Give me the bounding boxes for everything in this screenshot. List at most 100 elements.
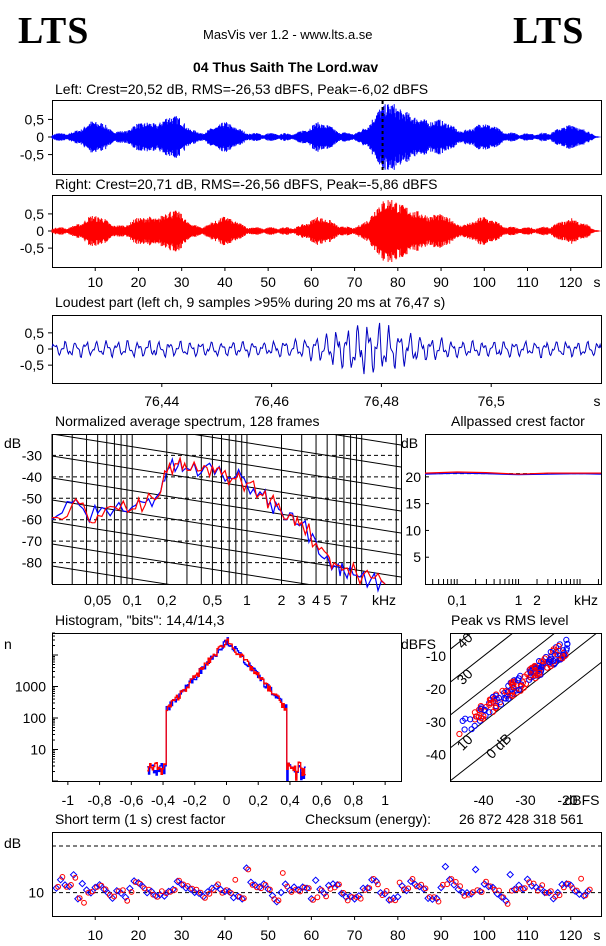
stc-left-point-90: [437, 883, 445, 892]
stc-left-point-116: [549, 894, 558, 903]
ylabel-crest: dB: [401, 435, 418, 451]
spec-series-1: [51, 455, 386, 586]
ytick-label-loudest-0: 0,5: [25, 325, 45, 341]
xtick-label-right-9: 100: [473, 274, 497, 290]
ytick-label-pvr-3: -40: [426, 747, 446, 763]
xtick-label-pvr-0: -40: [473, 792, 493, 808]
pvr-point-126: [462, 715, 469, 722]
xtick-label-spectrum-5: 2: [278, 592, 286, 608]
pvr-point-160: [461, 726, 468, 733]
stc-right-point-93: [452, 879, 459, 885]
spectrum-title: Normalized average spectrum, 128 frames: [55, 413, 320, 429]
plot-frame-crest: [425, 434, 602, 585]
xtick-label-spectrum-7: 4: [312, 592, 320, 608]
stc-left-point-89: [432, 894, 441, 903]
ytick-label-left-waveform-2: -0,5: [20, 147, 44, 163]
stc-right-point-94: [457, 883, 464, 890]
pvr-diagonal-label-0: 40: [453, 629, 475, 651]
pvr-point-103: [502, 688, 509, 695]
pvr-point-167: [559, 655, 566, 662]
pvr-point-168: [551, 651, 558, 658]
stc-right-point-36: [206, 890, 213, 897]
pvr-point-119: [532, 663, 539, 670]
stc-left-point-63: [320, 889, 329, 898]
stc-right-point-34: [197, 889, 204, 896]
xtick-label-spectrum-2: 0,2: [157, 592, 177, 608]
pvr-point-77: [507, 692, 514, 699]
stc-right-point-9: [89, 888, 96, 895]
xtick-label-right-6: 70: [347, 274, 363, 290]
stc-right-point-12: [102, 886, 109, 893]
stc-left-point-104: [497, 893, 506, 901]
stc-left-point-73: [363, 884, 372, 892]
stc-right-point-53: [279, 870, 286, 876]
xtick-label-stc-8: 90: [433, 927, 449, 943]
ytick-label-hist-2: 10: [30, 742, 46, 758]
xunit-spectrum: kHz: [372, 592, 396, 608]
stc-left-point-70: [350, 895, 359, 903]
pvr-point-177: [490, 698, 497, 705]
file-title: 04 Thus Saith The Lord.wav: [193, 59, 379, 75]
stc-right-point-96: [465, 891, 472, 898]
xtick-label-loudest-1: 76,46: [254, 393, 289, 409]
stc-left-point-59: [303, 884, 311, 893]
plot-frame-histogram: [52, 633, 402, 782]
spec-slope-12: [52, 565, 170, 584]
stc-right-point-92: [448, 876, 455, 882]
pvr-point-135: [544, 664, 551, 671]
stc-right-point-123: [582, 892, 589, 899]
pvr-point-172: [563, 645, 570, 652]
stc-right-point-45: [245, 866, 252, 873]
stc-right-point-68: [344, 897, 351, 904]
pvr-point-28: [471, 722, 478, 730]
xtick-label-right-0: 10: [87, 274, 103, 290]
pvr-point-140: [564, 640, 571, 647]
plot-frame-pvr: [450, 633, 602, 782]
stc-right-point-5: [72, 874, 79, 881]
pvr-point-178: [527, 669, 534, 676]
spec-slope-5: [188, 434, 401, 468]
stc-right-point-60: [310, 897, 317, 903]
pvr-point-153: [473, 713, 480, 720]
xtick-label-crest-1: 1: [515, 592, 523, 608]
xtick-label-stc-4: 50: [260, 927, 276, 943]
xtick-label-right-2: 30: [174, 274, 190, 290]
ytick-label-right-waveform-1: 0: [36, 223, 44, 239]
stc-right-point-100: [483, 878, 489, 885]
plot-frame-stc: [52, 832, 602, 917]
stc-right-point-7: [81, 899, 87, 906]
checksum-label: Checksum (energy):: [305, 811, 432, 827]
logo-right: LTS: [513, 10, 585, 52]
xtick-label-right-4: 50: [260, 274, 276, 290]
xtick-label-hist-7: 0,4: [280, 792, 300, 808]
stc-right-point-41: [228, 890, 234, 896]
xtick-label-right-10: 110: [516, 274, 539, 290]
stc-left-point-123: [579, 891, 588, 900]
pvr-diagonals: [450, 633, 601, 781]
xtick-label-stc-6: 70: [347, 927, 363, 943]
stc-left-point-124: [584, 887, 592, 895]
stc-left-point-82: [402, 886, 411, 895]
hist-series-0: [147, 637, 306, 781]
stc-right-point-6: [76, 895, 83, 901]
pvr-point-164: [560, 651, 567, 658]
stc-right-point-109: [522, 885, 528, 892]
ytick-label-pvr-1: -20: [426, 681, 446, 697]
ylabel-pvr: dBFS: [401, 636, 436, 652]
stc-right-point-57: [297, 888, 304, 895]
stc-left-point-26: [160, 892, 169, 900]
pvr-point-42: [560, 647, 567, 654]
stc-left-point-102: [489, 883, 497, 892]
xtick-label-hist-1: -0,8: [88, 792, 112, 808]
pvr-point-156: [515, 675, 522, 682]
stc-left-point-91: [441, 862, 450, 871]
left-title: Left: Crest=20,52 dB, RMS=-26,53 dBFS, P…: [55, 81, 429, 97]
stc-left-point-55: [285, 886, 294, 895]
stc-left-point-108: [515, 881, 523, 890]
stc-left-point-23: [147, 887, 156, 896]
xtick-label-loudest-0: 76,44: [144, 393, 179, 409]
pvr-point-142: [505, 695, 512, 702]
stc-right-point-75: [375, 881, 381, 888]
stc-right-point-67: [340, 890, 347, 896]
